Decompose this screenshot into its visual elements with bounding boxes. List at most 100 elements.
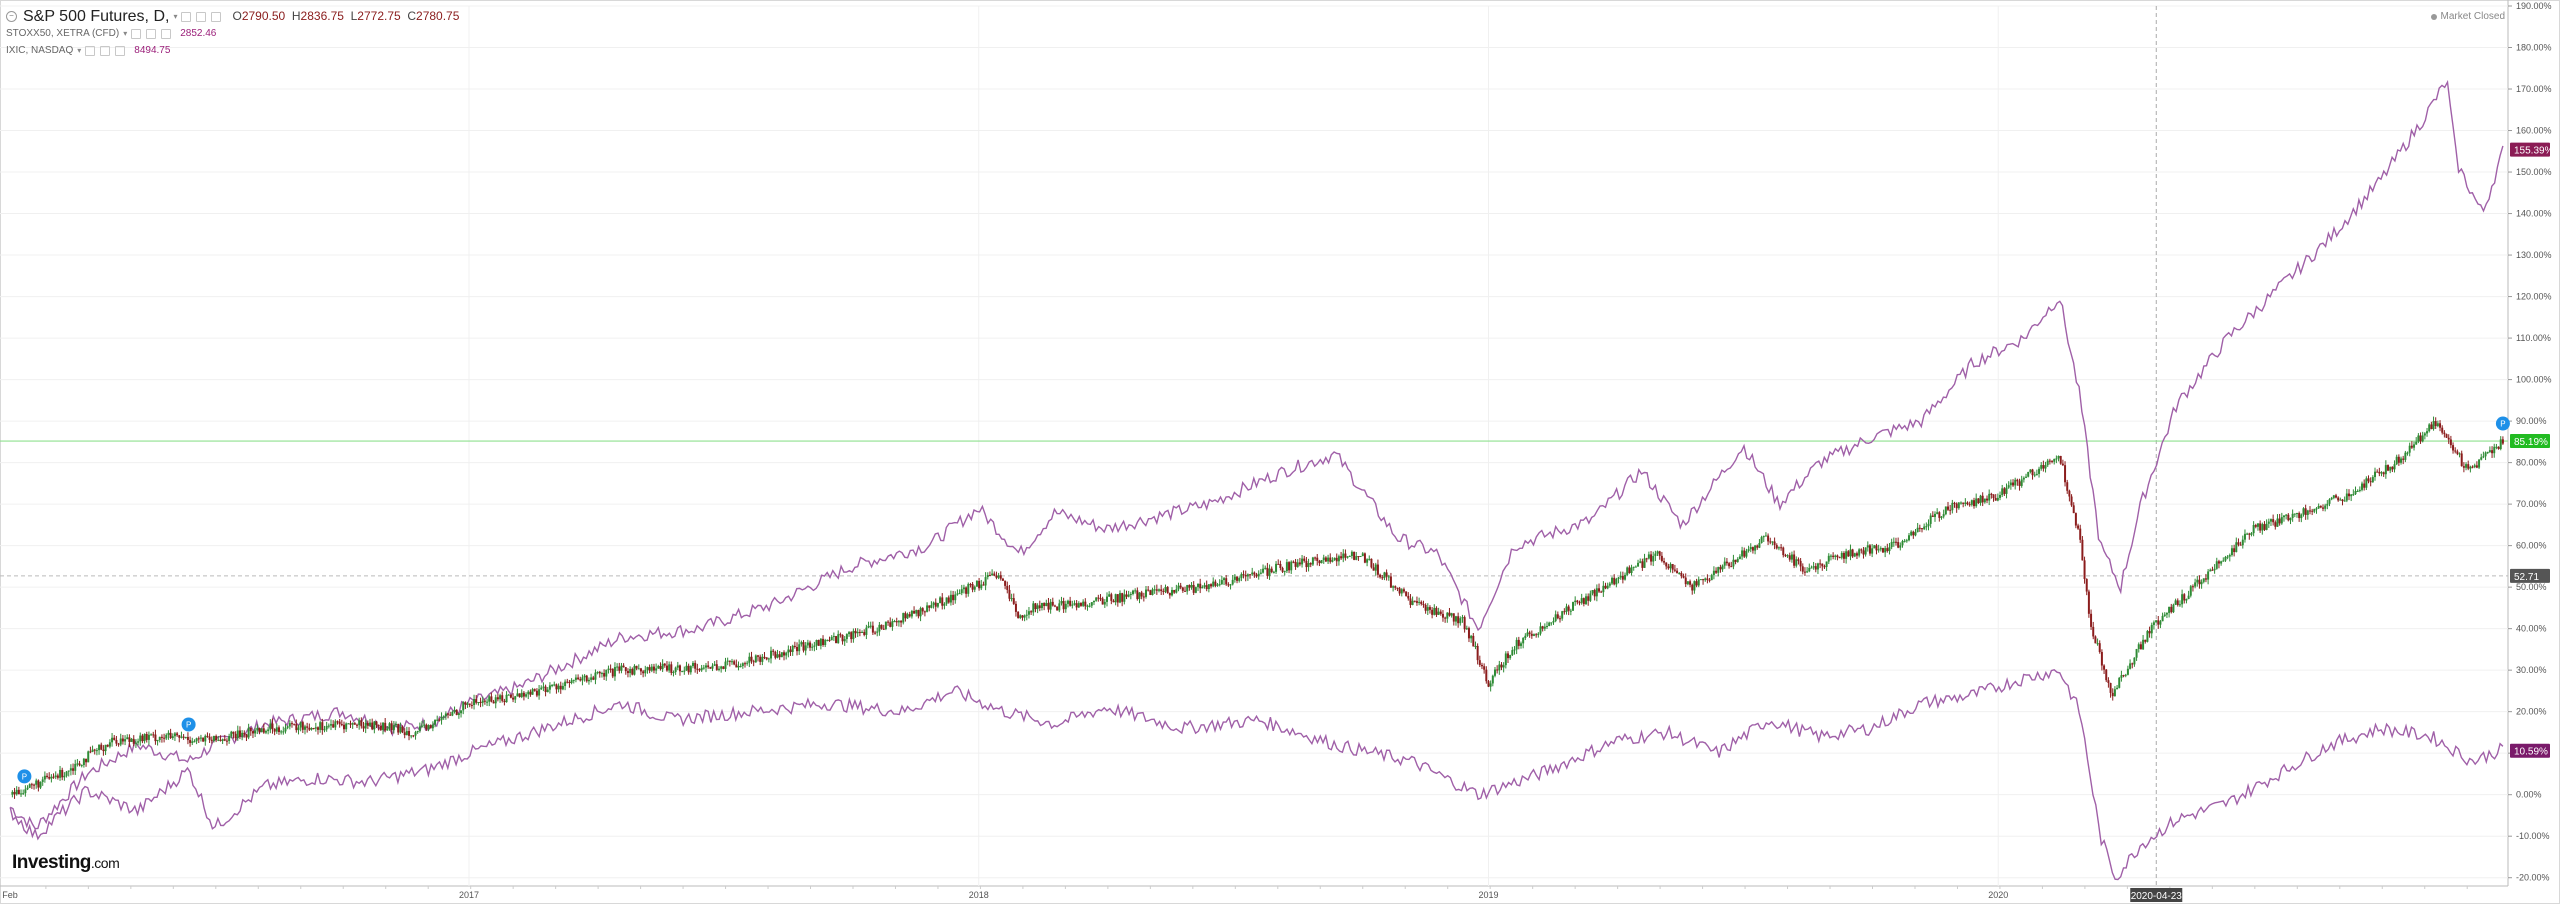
main-symbol-title[interactable]: S&P 500 Futures, D, [23,8,170,25]
candle-body [1595,588,1598,597]
candle-body [1335,557,1338,562]
candle-body [2092,626,2095,637]
y-tick-label: 100.00% [2516,375,2552,385]
candle-body [234,733,237,739]
candle-body [2441,427,2444,433]
candle-body [2033,474,2036,476]
candle-body [689,666,692,673]
candle-body [1546,626,1549,628]
collapse-icon[interactable]: − [6,11,17,22]
nasdaq-last-tag: 155.39% [2514,146,2554,157]
candle-body [546,689,549,693]
y-tick-label: 60.00% [2516,541,2547,551]
candle-body [585,675,588,682]
visibility-icon[interactable] [85,45,96,56]
candle-body [1816,563,1819,570]
candle-body [1275,563,1278,572]
candle-body [754,655,757,663]
candle-body [11,791,14,795]
candle-body [2217,561,2220,564]
candle-body [910,610,913,617]
candle-body [1574,600,1577,603]
candle-body [2432,421,2435,430]
candle-body [160,736,163,738]
candle-body [874,632,877,634]
candle-body [1019,615,1022,618]
candle-body [1446,612,1449,619]
candle-body [730,661,733,663]
candle-body [1194,587,1197,593]
y-tick-label: 190.00% [2516,1,2552,11]
candle-body [986,575,989,578]
candle-body [1047,602,1050,610]
candle-body [744,663,747,665]
candle-body [661,663,664,670]
visibility-icon[interactable] [131,28,142,39]
candle-body [2129,663,2132,669]
candle-body [2116,687,2119,690]
candle-body [104,744,107,752]
candle-body [332,724,335,728]
candle-body [158,736,161,740]
candle-body [119,738,122,745]
candle-body [2100,651,2103,666]
candle-body [310,728,313,730]
candle-body [1890,542,1893,548]
candle-body [1782,547,1785,556]
candle-body [2157,620,2160,625]
candle-body [1006,585,1009,590]
candle-body [373,721,376,730]
series3-name[interactable]: IXIC, NASDAQ [6,45,74,56]
y-tick-label: 40.00% [2516,624,2547,634]
candle-body [1983,498,1986,503]
visibility-icon[interactable] [181,11,192,22]
candle-body [436,719,439,721]
candle-body [208,736,211,740]
settings-icon[interactable] [146,28,157,39]
remove-icon[interactable] [115,45,126,56]
candle-body [336,721,339,723]
candle-body [468,703,471,705]
candle-body [1929,515,1932,524]
candle-body [1522,638,1525,644]
candle-body [1149,590,1152,595]
candle-body [579,679,582,681]
candle-body [798,644,801,652]
series2-name[interactable]: STOXX50, XETRA (CFD) [6,28,120,39]
candle-body [1966,502,1969,505]
chevron-down-icon[interactable]: ▾ [123,29,128,38]
candle-body [1168,592,1171,596]
candle-body [2209,569,2212,572]
chevron-down-icon[interactable]: ▾ [173,12,178,21]
candle-body [2235,542,2238,553]
candle-body [2007,485,2010,488]
candle-body [128,737,131,742]
chevron-down-icon[interactable]: ▾ [77,46,82,55]
candle-body [2124,674,2127,676]
candle-body [681,671,684,673]
candle-body [1918,527,1921,529]
remove-icon[interactable] [211,11,222,22]
candle-body [759,656,762,662]
candle-body [303,726,306,730]
settings-icon[interactable] [100,45,111,56]
remove-icon[interactable] [161,28,172,39]
candle-body [379,725,382,730]
candle-body [2300,514,2303,519]
candle-body [46,775,49,777]
candle-body [2126,668,2129,675]
candle-body [722,666,725,669]
candle-body [1413,600,1416,602]
candle-body [2486,451,2489,453]
candle-body [1467,628,1470,639]
settings-icon[interactable] [196,11,207,22]
candle-body [848,632,851,635]
candle-body [1790,554,1793,560]
candle-body [384,722,387,731]
candle-body [648,667,651,671]
candle-body [2445,434,2448,438]
candle-body [2168,606,2171,613]
candle-body [423,724,426,726]
candle-body [1871,548,1874,554]
